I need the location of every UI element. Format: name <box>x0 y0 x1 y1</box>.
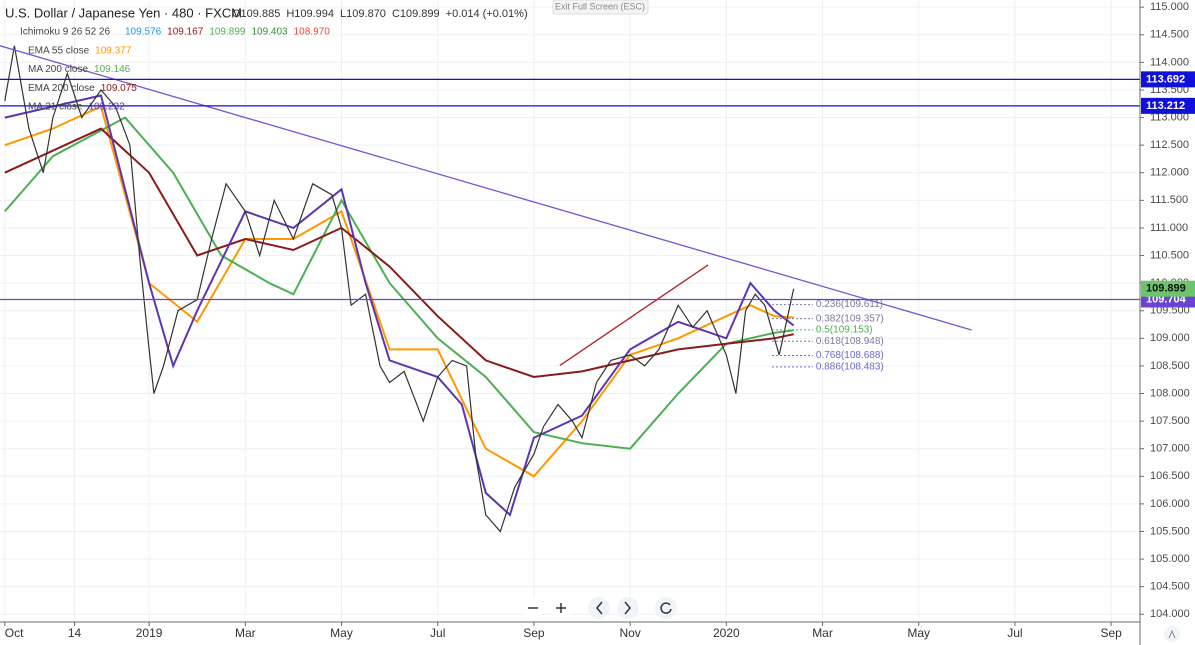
ma-line <box>4 127 794 379</box>
y-tick-label: 107.500 <box>1150 415 1190 427</box>
y-tick-label: 114.000 <box>1150 56 1189 68</box>
x-tick-label: May <box>330 626 353 640</box>
x-tick-label: Jul <box>1007 626 1022 640</box>
y-tick-label: 105.500 <box>1150 525 1190 537</box>
x-tick-label: 2019 <box>136 626 163 640</box>
legend-name: Ichimoku 9 26 52 26 <box>20 27 110 38</box>
legend: U.S. Dollar / Japanese Yen · 480 · FXCM … <box>5 5 528 112</box>
legend-value: 109.899 <box>209 27 246 38</box>
level-label-bg <box>1141 97 1195 114</box>
ma-line <box>4 116 794 450</box>
button-bg[interactable] <box>588 597 610 619</box>
y-tick-label: 105.000 <box>1150 553 1190 565</box>
x-tick-label: 2020 <box>713 626 740 640</box>
scroll-right-button[interactable] <box>617 597 639 619</box>
button-bg[interactable] <box>1164 626 1180 642</box>
fib-label: 0.236(109.611) <box>816 299 883 310</box>
x-tick-label: Nov <box>619 626 640 640</box>
x-tick-label: Mar <box>235 626 256 640</box>
x-tick-label: Mar <box>812 626 833 640</box>
x-tick-label: May <box>907 626 930 640</box>
toolbar <box>522 597 1180 642</box>
auto-icon[interactable] <box>1168 629 1176 639</box>
legend-name: MA 200 close <box>28 64 88 75</box>
legend-value: 109.377 <box>95 46 132 57</box>
x-tick-label: Jul <box>430 626 445 640</box>
y-tick-label: 106.000 <box>1150 498 1190 510</box>
axes: 104.000 104.500 105.000 105.500 106.000 106.5… <box>4 1 1195 640</box>
y-tick-label: 112.500 <box>1150 139 1189 151</box>
y-tick-label: 107.000 <box>1150 443 1190 455</box>
ohlc-value: C109.899 <box>392 8 440 20</box>
level-label: 113.212 <box>1146 100 1185 112</box>
legend-name: EMA 200 close <box>28 83 95 94</box>
right-icon[interactable] <box>624 601 631 615</box>
last-price-bg <box>1141 280 1195 297</box>
legend-value: 109.576 <box>125 27 162 38</box>
exit-button-bg[interactable] <box>552 0 649 15</box>
trendline <box>559 264 709 366</box>
price-line <box>4 45 795 533</box>
y-tick-label: 108.500 <box>1150 360 1190 372</box>
y-tick-label: 114.500 <box>1150 29 1189 41</box>
fib-label: 0.382(109.357) <box>816 313 884 324</box>
auto-scale-button[interactable] <box>1164 626 1180 642</box>
trendline <box>0 45 972 331</box>
zoom-in-button[interactable] <box>550 597 572 619</box>
y-tick-label: 110.500 <box>1150 249 1189 261</box>
legend-value: 109.146 <box>94 64 131 75</box>
button-bg[interactable] <box>617 597 639 619</box>
x-tick-label: Sep <box>523 626 545 640</box>
zoom-out-button[interactable] <box>522 597 544 619</box>
y-tick-label: 104.000 <box>1150 608 1190 620</box>
exit-button-label[interactable]: Exit Full Screen (ESC) <box>555 1 645 11</box>
y-tick-label: 111.500 <box>1150 194 1188 206</box>
grid <box>0 0 1140 622</box>
y-tick-label: 109.000 <box>1150 332 1190 344</box>
exit-fullscreen[interactable]: Exit Full Screen (ESC) <box>552 0 649 15</box>
x-tick-label: Oct <box>5 626 24 640</box>
chart-title: U.S. Dollar / Japanese Yen · 480 · FXCM <box>5 5 242 20</box>
level-label: 113.692 <box>1146 73 1185 85</box>
y-tick-label: 113.000 <box>1150 111 1189 123</box>
ohlc-value: H109.994 <box>286 8 334 20</box>
fib-label: 0.618(108.948) <box>816 336 884 347</box>
y-tick-label: 111.000 <box>1150 222 1188 234</box>
ohlc-value: L109.870 <box>340 8 386 20</box>
button-bg[interactable] <box>655 597 677 619</box>
fib-label: 0.886(108.483) <box>816 361 884 372</box>
legend-value: 108.970 <box>294 27 331 38</box>
x-tick-label: 14 <box>68 626 82 640</box>
y-tick-label: 108.000 <box>1150 387 1190 399</box>
plot-area: 0.236(109.611) 0.382(109.357)0.5(109.153)… <box>0 45 1140 533</box>
legend-value: 109.167 <box>167 27 204 38</box>
plus-icon[interactable] <box>556 603 566 613</box>
level-label-bg <box>1141 71 1195 88</box>
fib-label: 0.5(109.153) <box>816 325 873 336</box>
legend-name: MA 21 close <box>28 101 83 112</box>
y-tick-label: 109.500 <box>1150 305 1190 317</box>
reset-button[interactable] <box>655 597 677 619</box>
left-icon[interactable] <box>596 601 603 615</box>
legend-value: 109.232 <box>88 101 125 112</box>
ohlc-value: +0.014 (+0.01%) <box>446 8 528 20</box>
y-tick-label: 115.000 <box>1150 1 1189 13</box>
y-tick-label: 112.000 <box>1150 167 1189 179</box>
y-tick-label: 106.500 <box>1150 470 1190 482</box>
y-tick-label: 104.500 <box>1150 581 1190 593</box>
legend-value: 109.403 <box>251 27 288 38</box>
legend-value: 109.075 <box>101 83 138 94</box>
last-price-label: 109.899 <box>1146 283 1186 295</box>
fib-label: 0.768(108.688) <box>816 350 884 361</box>
reset-icon[interactable] <box>660 602 672 614</box>
ohlc-value: O109.885 <box>232 8 280 20</box>
legend-name: EMA 55 close <box>28 46 90 57</box>
x-tick-label: Sep <box>1100 626 1122 640</box>
scroll-left-button[interactable] <box>588 597 610 619</box>
